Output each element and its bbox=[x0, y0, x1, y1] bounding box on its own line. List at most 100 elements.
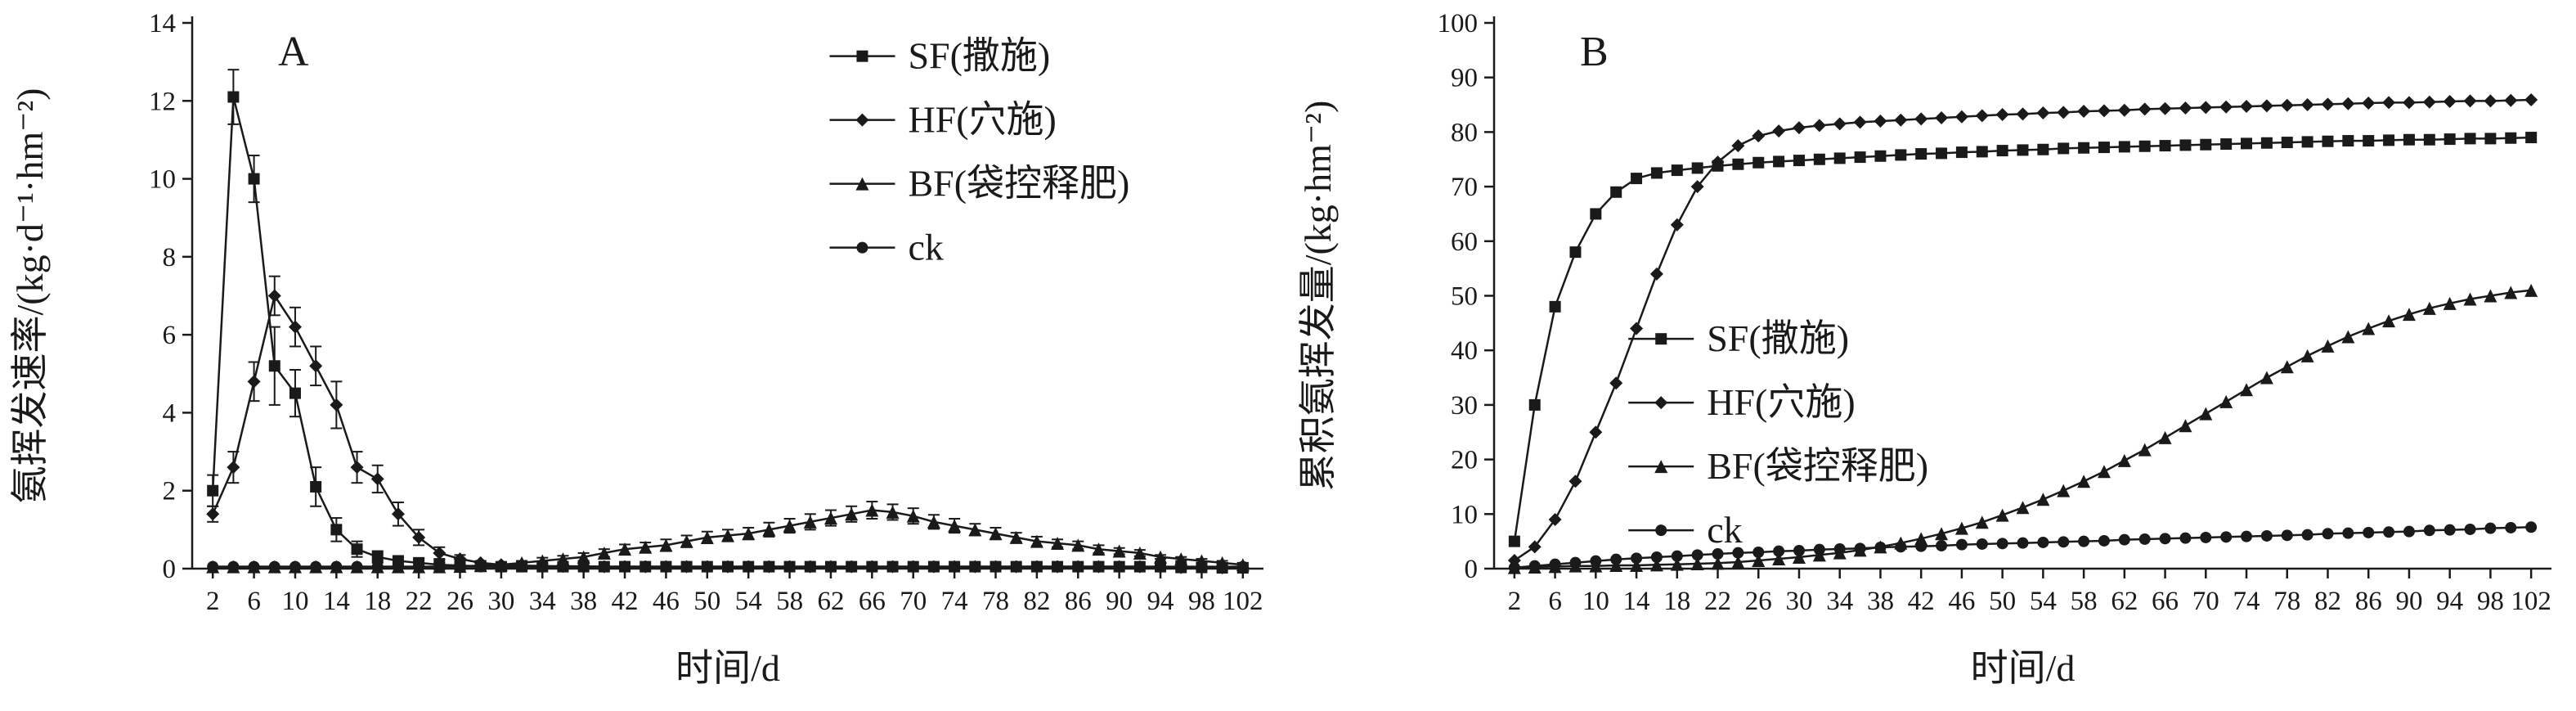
triangle-marker bbox=[927, 515, 940, 529]
triangle-marker bbox=[1009, 530, 1023, 544]
y-axis-label: 氨挥发速率/(kg·d⁻¹·hm⁻²) bbox=[9, 88, 51, 504]
circle-marker bbox=[1955, 538, 1968, 551]
circle-marker bbox=[227, 560, 240, 573]
circle-marker bbox=[310, 560, 322, 573]
triangle-marker bbox=[1731, 555, 1745, 569]
y-tick-label: 6 bbox=[163, 321, 177, 350]
diamond-marker bbox=[1914, 112, 1928, 126]
circle-marker bbox=[1895, 541, 1907, 553]
triangle-marker bbox=[2260, 371, 2273, 385]
circle-marker bbox=[2505, 521, 2517, 533]
y-tick-label: 70 bbox=[1451, 173, 1478, 202]
diamond-marker bbox=[2016, 107, 2030, 121]
legend: SF(撒施) HF(穴施) BF(袋控释肥) ck bbox=[829, 35, 1129, 268]
circle-marker bbox=[207, 560, 219, 573]
square-marker bbox=[268, 360, 280, 372]
x-tick-label: 38 bbox=[1867, 587, 1894, 616]
triangle-marker bbox=[659, 538, 673, 552]
square-marker bbox=[2037, 143, 2049, 155]
square-marker bbox=[1528, 398, 1541, 411]
square-marker bbox=[227, 91, 240, 103]
circle-marker bbox=[413, 560, 425, 573]
x-tick-label: 30 bbox=[487, 587, 514, 616]
circle-marker bbox=[516, 560, 528, 573]
diamond-marker bbox=[1548, 512, 1562, 526]
square-marker bbox=[2342, 135, 2354, 147]
triangle-marker bbox=[2321, 339, 2335, 353]
circle-marker bbox=[701, 560, 713, 573]
circle-marker bbox=[1732, 547, 1744, 559]
circle-marker bbox=[1072, 560, 1084, 573]
diamond-marker bbox=[2504, 93, 2518, 107]
triangle-marker bbox=[2524, 283, 2538, 297]
circle-marker bbox=[1569, 556, 1582, 569]
square-marker bbox=[856, 50, 868, 62]
circle-marker bbox=[598, 560, 610, 573]
legend-label: ck bbox=[1707, 509, 1742, 551]
x-tick-label: 70 bbox=[900, 587, 927, 616]
diamond-marker bbox=[2179, 101, 2192, 115]
square-marker bbox=[1549, 300, 1561, 313]
diamond-marker bbox=[1690, 180, 1704, 194]
triangle-marker bbox=[2117, 453, 2131, 467]
triangle-marker bbox=[1690, 556, 1704, 570]
square-marker bbox=[1936, 147, 1948, 160]
diamond-marker bbox=[1954, 110, 1968, 124]
legend-label: SF(撒施) bbox=[1707, 317, 1849, 359]
square-marker bbox=[2078, 142, 2090, 154]
y-tick-label: 90 bbox=[1451, 64, 1478, 93]
circle-marker bbox=[1671, 550, 1683, 562]
square-marker bbox=[1655, 333, 1667, 345]
triangle-marker bbox=[1630, 558, 1644, 572]
x-tick-label: 10 bbox=[281, 587, 308, 616]
triangle-marker bbox=[906, 509, 920, 523]
legend-label: BF(袋控释肥) bbox=[908, 163, 1129, 205]
circle-marker bbox=[1854, 542, 1866, 555]
diamond-marker bbox=[1833, 117, 1847, 131]
x-tick-label: 42 bbox=[1908, 587, 1935, 616]
diamond-marker bbox=[247, 375, 261, 389]
x-tick-label: 26 bbox=[1745, 587, 1772, 616]
circle-marker bbox=[1915, 540, 1928, 552]
diamond-marker bbox=[1975, 109, 1989, 123]
triangle-marker bbox=[783, 519, 797, 533]
triangle-marker bbox=[989, 527, 1003, 541]
x-tick-label: 94 bbox=[2436, 587, 2463, 616]
triangle-marker bbox=[1133, 546, 1147, 560]
circle-marker bbox=[763, 560, 775, 573]
circle-marker bbox=[640, 560, 652, 573]
circle-marker bbox=[907, 560, 919, 573]
circle-marker bbox=[886, 560, 899, 573]
y-tick-label: 12 bbox=[149, 87, 176, 116]
triangle-marker bbox=[700, 530, 714, 544]
x-tick-label: 18 bbox=[364, 587, 391, 616]
legend-item-bf: BF(袋控释肥) bbox=[829, 163, 1129, 205]
triangle-marker bbox=[2402, 308, 2416, 322]
x-tick-label: 14 bbox=[323, 587, 350, 616]
diamond-marker bbox=[2362, 97, 2376, 110]
circle-marker bbox=[454, 560, 466, 573]
triangle-marker bbox=[639, 540, 653, 554]
triangle-marker bbox=[2240, 383, 2254, 397]
circle-marker bbox=[2322, 528, 2334, 540]
square-marker bbox=[248, 173, 260, 185]
diamond-marker bbox=[2260, 99, 2273, 113]
square-marker bbox=[1569, 246, 1582, 259]
x-tick-label: 94 bbox=[1147, 587, 1174, 616]
x-tick-label: 98 bbox=[2477, 587, 2504, 616]
diamond-marker bbox=[2158, 101, 2172, 115]
triangle-marker bbox=[2382, 314, 2396, 328]
triangle-marker bbox=[2057, 484, 2071, 497]
circle-marker bbox=[824, 560, 837, 573]
diamond-marker bbox=[2199, 101, 2213, 115]
legend-item-sf: SF(撒施) bbox=[1628, 317, 1849, 359]
x-axis-label: 时间/d bbox=[675, 647, 780, 689]
circle-marker bbox=[495, 560, 507, 573]
y-tick-label: 60 bbox=[1451, 227, 1478, 257]
y-tick-label: 80 bbox=[1451, 118, 1478, 147]
circle-marker bbox=[1133, 560, 1146, 573]
diamond-marker bbox=[2300, 98, 2314, 112]
circle-marker bbox=[557, 560, 569, 573]
diamond-marker bbox=[206, 507, 220, 521]
triangle-marker bbox=[2280, 360, 2294, 374]
